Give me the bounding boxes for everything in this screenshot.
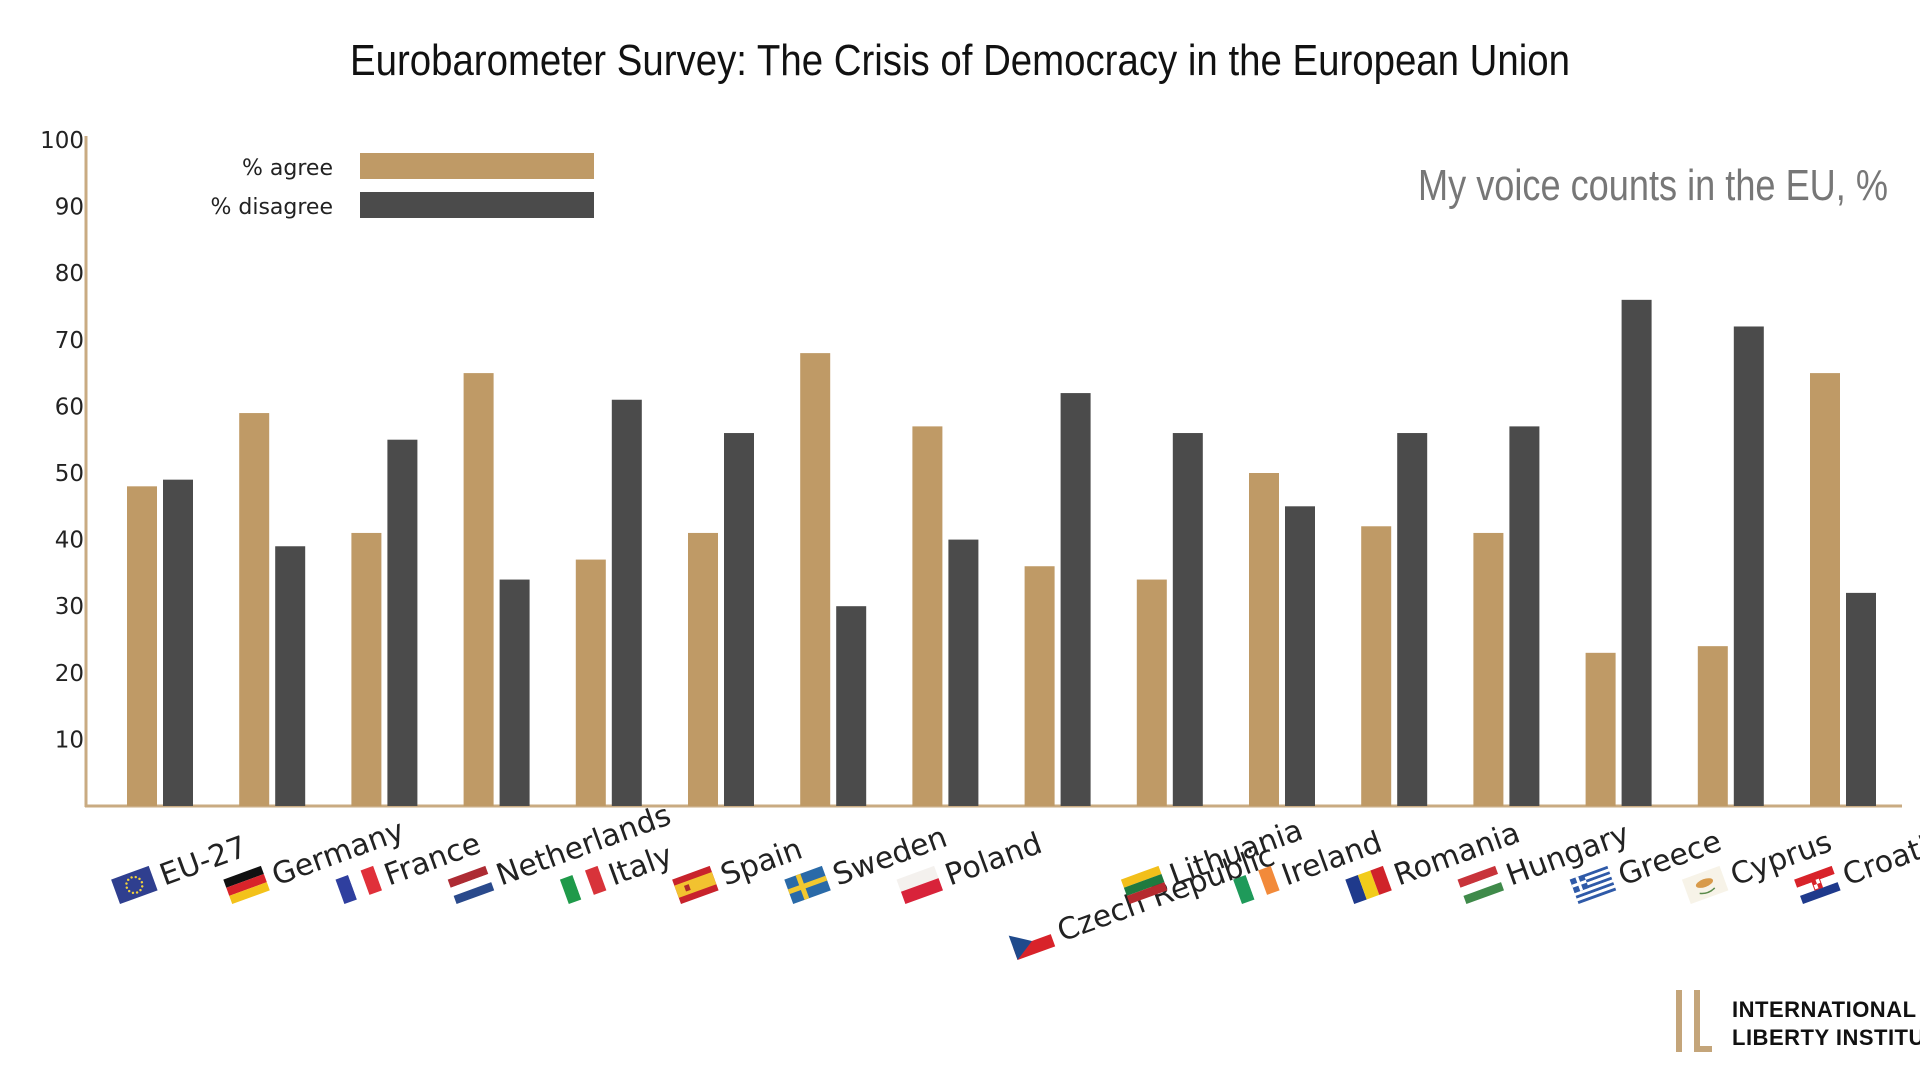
poland-flag-icon (896, 865, 943, 904)
bar-disagree (163, 479, 193, 806)
greece-flag-icon (1569, 865, 1617, 904)
category-label: Poland (941, 826, 1047, 893)
y-tick-label: 30 (55, 594, 84, 620)
legend-label-disagree: % disagree (210, 195, 333, 220)
czech-republic-flag-icon (1008, 921, 1056, 960)
logo: International Liberty Institute (1676, 990, 1920, 1052)
bar-agree (1585, 652, 1616, 806)
hungary-flag-icon (1457, 865, 1504, 905)
bar-disagree (611, 399, 642, 806)
bar-disagree (948, 539, 979, 806)
category-label: Croatia (1838, 823, 1920, 893)
category-label: Romania (1389, 815, 1524, 893)
bar-agree (1361, 526, 1392, 806)
y-tick-label: 60 (55, 394, 84, 420)
bars (127, 299, 1876, 806)
y-tick-label: 100 (40, 128, 84, 154)
bar-agree (1136, 579, 1167, 806)
bar-agree (800, 353, 831, 806)
logo-mark-bar (1694, 1046, 1712, 1052)
bar-agree (239, 413, 270, 806)
logo-mark-bar (1694, 990, 1700, 1052)
y-tick-label: 80 (55, 261, 84, 287)
bar-disagree (1285, 506, 1315, 806)
y-tick-label: 40 (55, 528, 84, 554)
bar-disagree (836, 606, 867, 806)
bar-agree (1249, 473, 1279, 806)
eu-flag-icon (111, 865, 158, 904)
lithuania-flag-icon (1120, 865, 1168, 905)
bar-agree (575, 559, 606, 806)
bar-disagree (1397, 433, 1428, 806)
chart-subtitle: My voice counts in the EU, % (1418, 161, 1888, 210)
bar-agree (463, 373, 494, 806)
y-tick-label: 90 (55, 195, 84, 221)
france-flag-icon (335, 865, 382, 904)
legend-swatch-disagree (360, 192, 594, 218)
y-tick-label: 10 (55, 727, 84, 753)
bar-disagree (1621, 299, 1652, 806)
logo-line-1: International (1732, 997, 1917, 1022)
bar-disagree (1509, 426, 1540, 806)
spain-flag-icon (672, 865, 719, 904)
logo-mark-bar (1676, 990, 1682, 1052)
italy-flag-icon (559, 865, 607, 904)
category-label-group: Spain (672, 832, 807, 904)
bar-disagree (387, 439, 418, 806)
bar-disagree (1733, 326, 1764, 806)
bar-disagree (499, 579, 530, 806)
netherlands-flag-icon (447, 865, 495, 905)
logo-line-2: Liberty Institute (1732, 1025, 1920, 1050)
legend: % agree % disagree (210, 153, 594, 220)
chart-title: Eurobarometer Survey: The Crisis of Demo… (350, 36, 1570, 85)
bar-agree (1473, 532, 1504, 806)
bar-disagree (724, 433, 754, 806)
germany-flag-icon (223, 865, 270, 905)
bar-disagree (1060, 393, 1091, 806)
bar-agree (127, 486, 157, 806)
y-tick-label: 20 (55, 661, 84, 687)
bar-agree (351, 532, 382, 806)
legend-swatch-agree (360, 153, 594, 179)
bar-disagree (1172, 433, 1203, 806)
sweden-flag-icon (784, 865, 831, 904)
y-tick-label: 70 (55, 328, 84, 354)
croatia-flag-icon (1794, 865, 1841, 905)
legend-label-agree: % agree (242, 156, 333, 181)
cyprus-flag-icon (1681, 865, 1729, 904)
bar-disagree (275, 546, 306, 806)
bar-agree (1697, 646, 1728, 806)
bar-agree (912, 426, 943, 806)
y-tick-label: 50 (55, 461, 84, 487)
bar-disagree (1846, 592, 1876, 806)
ireland-flag-icon (1233, 865, 1280, 904)
romania-flag-icon (1345, 865, 1392, 904)
category-label: Hungary (1502, 817, 1634, 894)
bar-agree (1810, 373, 1840, 806)
bar-agree (1024, 566, 1055, 806)
bar-agree (688, 532, 718, 806)
